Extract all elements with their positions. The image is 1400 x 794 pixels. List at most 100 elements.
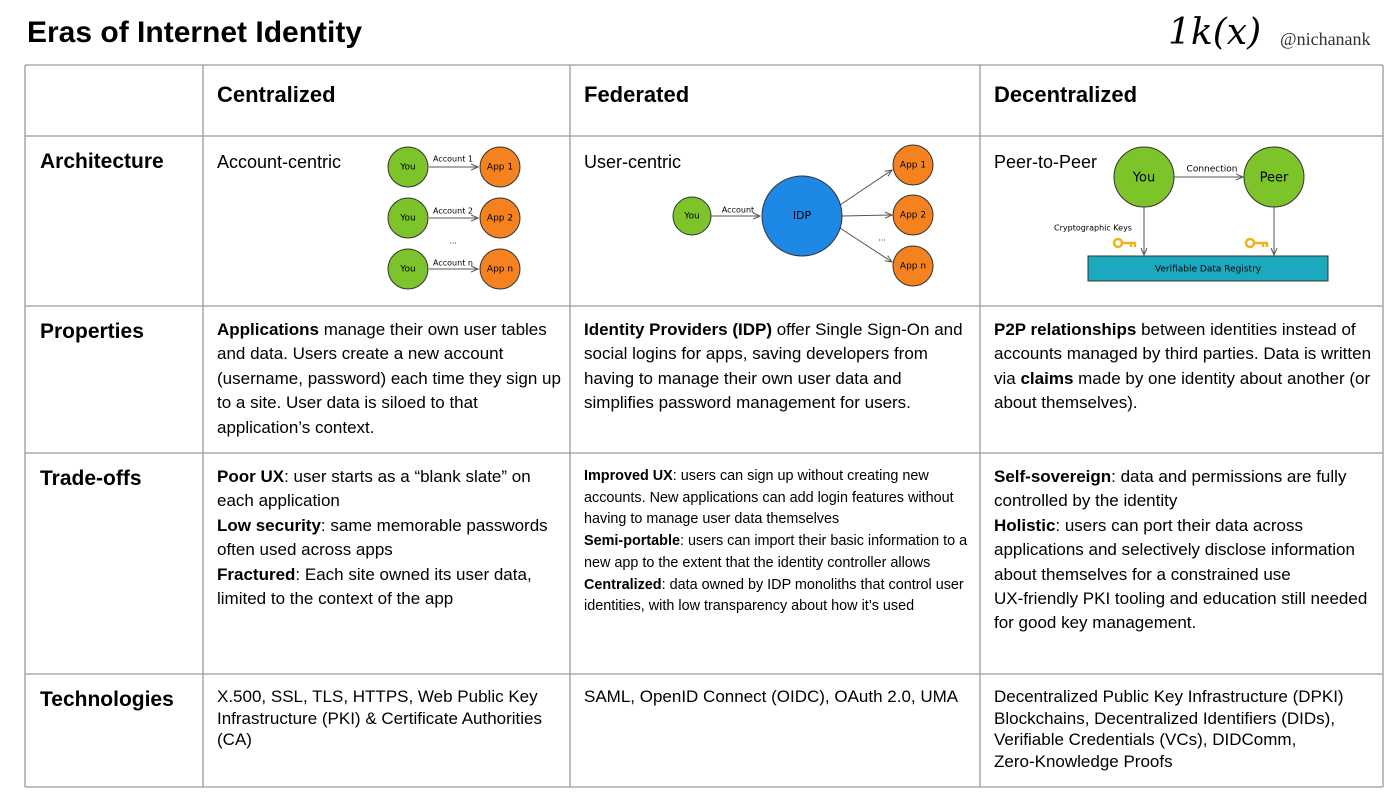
- registry: [1087, 255, 1329, 282]
- paragraph: Applications manage their own user table…: [217, 318, 562, 440]
- paragraph: Identity Providers (IDP) offer Single Si…: [584, 318, 972, 416]
- node: [892, 245, 934, 287]
- text: : Each site owned its user data, limited…: [217, 564, 532, 609]
- centralized-diagram: You You You App 1 App 2 App n Account 1 …: [387, 146, 521, 290]
- node-label: You: [399, 163, 416, 173]
- node-label: You: [1132, 171, 1155, 186]
- node: [479, 197, 521, 239]
- paragraph: P2P relationships between identities ins…: [994, 318, 1375, 416]
- bold-text: Identity Providers (IDP): [584, 320, 772, 339]
- bold-text: Self-sovereign: [994, 467, 1112, 486]
- cell-caption: Account-centric: [217, 152, 342, 172]
- text: made by one identity about another (or a…: [994, 368, 1371, 413]
- cell-text: Decentralized Public Key Infrastructure …: [994, 686, 1375, 772]
- paragraph: Improved UX: users can sign up without c…: [584, 466, 972, 531]
- federated-diagram: You Account IDP App 1 App 2 App n ...: [672, 144, 934, 287]
- cell-text: Self-sovereign: data and permissions are…: [994, 465, 1375, 636]
- node-label: App n: [900, 262, 926, 272]
- cell-caption: Peer-to-Peer: [994, 152, 1098, 172]
- paragraph: Decentralized Public Key Infrastructure …: [994, 686, 1375, 708]
- text: UX-friendly PKI tooling and education st…: [994, 589, 1368, 633]
- node-label: App 2: [900, 211, 926, 221]
- cell-text: Improved UX: users can sign up without c…: [584, 466, 972, 618]
- text: SAML, OpenID Connect (OIDC), OAuth 2.0, …: [584, 687, 959, 706]
- node: [1113, 146, 1175, 208]
- node-label: Peer: [1260, 171, 1289, 186]
- paragraph: Centralized: data owned by IDP monoliths…: [584, 575, 972, 618]
- row-label: Architecture: [40, 150, 164, 173]
- node-label: App 1: [487, 163, 513, 173]
- link-label: Connection: [1187, 165, 1238, 175]
- cell-text: P2P relationships between identities ins…: [994, 318, 1375, 416]
- bold-text: Holistic: [994, 515, 1056, 535]
- node: [672, 196, 712, 236]
- ellipsis: ...: [449, 237, 457, 246]
- cell-text: Poor UX: user starts as a “blank slate” …: [217, 465, 562, 611]
- cell-caption: User-centric: [584, 152, 682, 172]
- node: [387, 146, 429, 188]
- text: Zero-Knowledge Proofs: [994, 751, 1173, 771]
- ellipsis: ...: [878, 234, 886, 243]
- text: : data owned by IDP monoliths that contr…: [584, 576, 964, 615]
- handle: @nichanank: [1280, 29, 1371, 49]
- bold-text: claims: [1020, 368, 1074, 388]
- paragraph: Fractured: Each site owned its user data…: [217, 563, 562, 612]
- node-label: App 1: [900, 161, 926, 171]
- text: Decentralized Public Key Infrastructure …: [994, 687, 1344, 706]
- text: manage their own user tables and data. U…: [217, 320, 561, 437]
- node: [1243, 146, 1305, 208]
- node: [892, 144, 934, 186]
- text: Blockchains, Decentralized Identifiers (…: [994, 708, 1336, 728]
- link-label: Account 1: [433, 155, 473, 164]
- paragraph: Semi-portable: users can import their ba…: [584, 531, 972, 574]
- paragraph: Poor UX: user starts as a “blank slate” …: [217, 465, 562, 514]
- paragraph: Low security: same memorable passwords o…: [217, 514, 562, 563]
- link-label: Account: [722, 206, 754, 215]
- link-label: Account n: [433, 259, 473, 268]
- paragraph: Blockchains, Decentralized Identifiers (…: [994, 708, 1375, 730]
- row-label: Technologies: [40, 688, 174, 711]
- node-label: App 2: [487, 214, 513, 224]
- paragraph: Self-sovereign: data and permissions are…: [994, 465, 1375, 514]
- page-title: Eras of Internet Identity: [27, 16, 363, 49]
- paragraph: Verifiable Credentials (VCs), DIDComm,: [994, 729, 1375, 751]
- node-label: IDP: [793, 209, 812, 222]
- text: : data and permissions are fully control…: [994, 467, 1347, 511]
- cell-text: Applications manage their own user table…: [217, 318, 562, 440]
- table-grid: [24, 64, 1384, 788]
- cell-text: X.500, SSL, TLS, HTTPS, Web Public Key I…: [217, 686, 562, 751]
- arrow: [839, 170, 892, 206]
- bold-text: Low security: [217, 515, 321, 535]
- node-label: App n: [487, 265, 513, 275]
- column-header: Decentralized: [994, 82, 1138, 107]
- bold-text: Centralized: [584, 576, 662, 593]
- paragraph: Zero-Knowledge Proofs: [994, 751, 1375, 773]
- node: [387, 248, 429, 290]
- key-icon: [1112, 237, 1137, 249]
- bold-text: P2P relationships: [994, 320, 1137, 339]
- text: X.500, SSL, TLS, HTTPS, Web Public Key I…: [217, 687, 543, 749]
- bold-text: Improved UX: [584, 468, 673, 484]
- paragraph: SAML, OpenID Connect (OIDC), OAuth 2.0, …: [584, 686, 972, 708]
- keys-label: Cryptographic Keys: [1054, 224, 1132, 233]
- node: [479, 146, 521, 188]
- text: : same memorable passwords often used ac…: [217, 515, 548, 560]
- paragraph: Holistic: users can port their data acro…: [994, 514, 1375, 587]
- node: [761, 175, 843, 257]
- cell-text: Identity Providers (IDP) offer Single Si…: [584, 318, 972, 416]
- node: [387, 197, 429, 239]
- key-icon: [1244, 237, 1269, 249]
- column-header: Centralized: [217, 82, 336, 107]
- cell-text: SAML, OpenID Connect (OIDC), OAuth 2.0, …: [584, 686, 972, 708]
- registry-label: Verifiable Data Registry: [1155, 265, 1262, 275]
- node-label: You: [683, 212, 700, 222]
- decentralized-diagram: You Peer Connection Cryptographic Keys V…: [1054, 146, 1329, 282]
- node-label: You: [399, 214, 416, 224]
- text: between identities instead of accounts m…: [994, 320, 1372, 388]
- text: : users can port their data across appli…: [994, 515, 1355, 584]
- paragraph: UX-friendly PKI tooling and education st…: [994, 587, 1375, 636]
- bold-text: Semi-portable: [584, 533, 680, 550]
- logo: 1k(x): [1168, 12, 1262, 53]
